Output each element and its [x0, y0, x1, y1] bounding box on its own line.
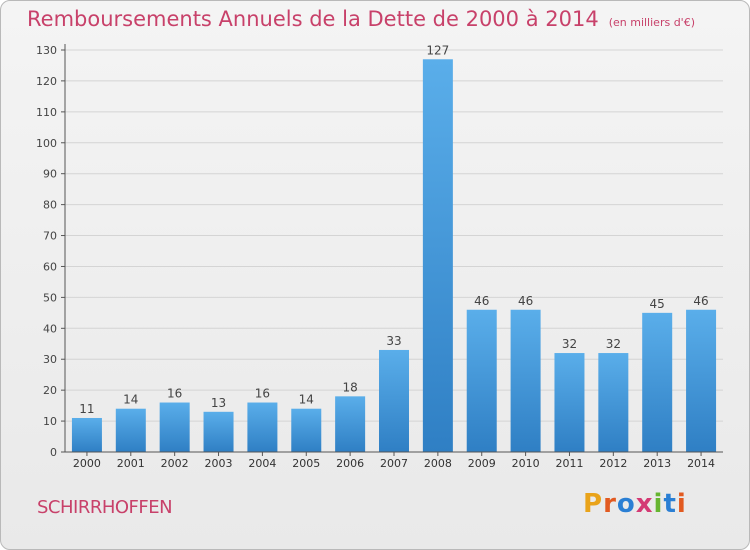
y-tick-label: 110 — [36, 106, 57, 119]
x-tick-label: 2010 — [512, 457, 540, 470]
bar-value-label: 14 — [299, 393, 314, 407]
bar-value-label: 46 — [518, 294, 533, 308]
bar — [598, 353, 629, 452]
bar — [554, 353, 585, 452]
logo-letter: i — [676, 489, 687, 519]
logo-letter: o — [616, 489, 636, 519]
logo-letter: x — [635, 489, 654, 519]
bar-value-label: 46 — [474, 294, 489, 308]
bar-value-label: 18 — [342, 380, 357, 394]
bar-value-label: 46 — [693, 294, 708, 308]
y-tick-label: 90 — [43, 168, 57, 181]
bar-value-label: 45 — [650, 297, 665, 311]
bar — [510, 309, 541, 452]
bar — [466, 309, 497, 452]
bar — [335, 396, 366, 452]
chart-title-block: Remboursements Annuels de la Dette de 20… — [27, 7, 695, 31]
logo-letter: i — [653, 489, 664, 519]
x-tick-label: 2003 — [205, 457, 233, 470]
x-tick-label: 2012 — [599, 457, 627, 470]
bar-value-label: 33 — [386, 334, 401, 348]
logo-letter: t — [663, 489, 677, 519]
bar — [159, 402, 190, 452]
y-tick-label: 130 — [36, 44, 57, 57]
x-tick-label: 2004 — [248, 457, 276, 470]
x-tick-label: 2001 — [117, 457, 145, 470]
logo-letter: r — [603, 489, 617, 519]
proxiti-logo: Proxiti — [583, 489, 687, 519]
bar-value-label: 16 — [167, 387, 182, 401]
y-tick-label: 60 — [43, 260, 57, 273]
x-tick-label: 2008 — [424, 457, 452, 470]
bar-value-label: 16 — [255, 387, 270, 401]
bar-value-label: 13 — [211, 396, 226, 410]
x-tick-label: 2006 — [336, 457, 364, 470]
logo-letter: P — [583, 489, 604, 519]
y-tick-label: 0 — [50, 446, 57, 459]
bar — [247, 402, 278, 452]
bar-value-label: 14 — [123, 393, 138, 407]
x-tick-label: 2000 — [73, 457, 101, 470]
y-tick-label: 40 — [43, 322, 57, 335]
chart-unit: (en milliers d'€) — [608, 16, 695, 29]
bar-value-label: 127 — [426, 43, 449, 57]
x-tick-label: 2009 — [468, 457, 496, 470]
y-tick-label: 20 — [43, 384, 57, 397]
bar — [291, 408, 322, 452]
commune-name: SCHIRRHOFFEN — [37, 497, 173, 518]
bar-value-label: 11 — [79, 402, 94, 416]
x-tick-label: 2014 — [687, 457, 715, 470]
y-tick-label: 10 — [43, 415, 57, 428]
y-tick-label: 30 — [43, 353, 57, 366]
bar — [379, 349, 409, 452]
bar — [203, 411, 234, 452]
y-tick-label: 80 — [43, 199, 57, 212]
bar — [71, 417, 102, 452]
bars: 11 14 16 13 16 14 18 33 127 46 46 32 32 45 46 — [71, 43, 717, 453]
x-tick-label: 2011 — [555, 457, 583, 470]
x-tick-label: 2005 — [292, 457, 320, 470]
bar — [422, 59, 453, 453]
x-tick-label: 2007 — [380, 457, 408, 470]
y-tick-label: 100 — [36, 137, 57, 150]
bar-value-label: 32 — [606, 337, 621, 351]
x-tick-label: 2013 — [643, 457, 671, 470]
axes: 0 10 20 30 40 50 60 70 80 90 100 110 120 130 2000 2001 2… — [36, 44, 723, 470]
y-tick-label: 50 — [43, 291, 57, 304]
bar — [115, 408, 146, 452]
bar — [686, 309, 717, 452]
bar-value-label: 32 — [562, 337, 577, 351]
y-tick-label: 120 — [36, 75, 57, 88]
bar — [642, 312, 673, 452]
chart-title: Remboursements Annuels de la Dette de 20… — [27, 7, 599, 31]
x-tick-label: 2002 — [161, 457, 189, 470]
y-tick-label: 70 — [43, 230, 57, 243]
